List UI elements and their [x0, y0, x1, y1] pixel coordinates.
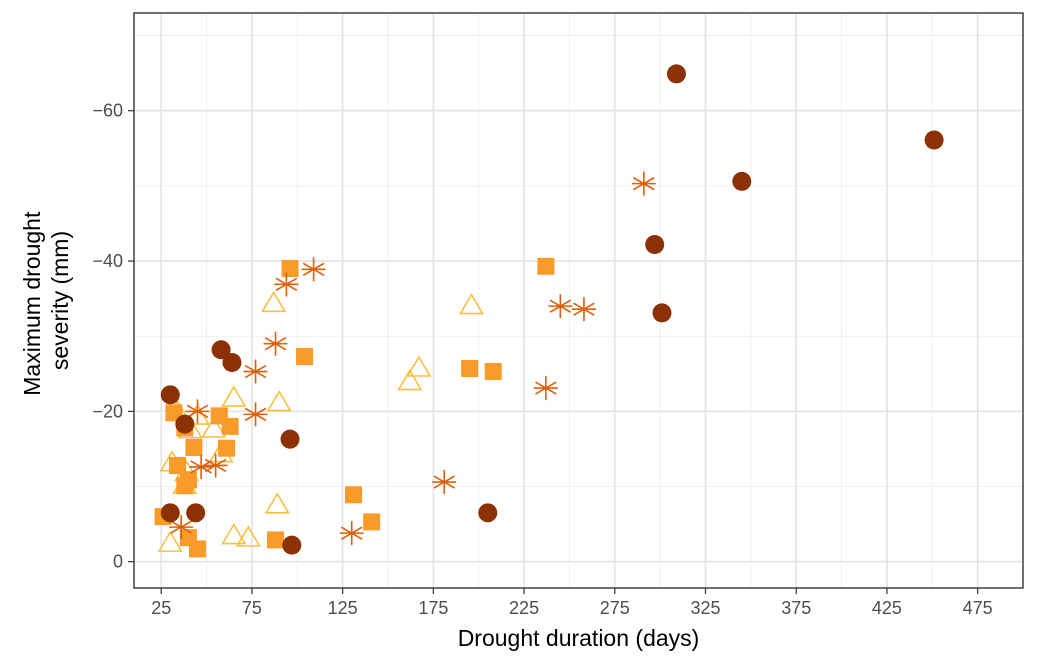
data-point [263, 331, 288, 356]
plot-panel-border [133, 12, 1024, 589]
data-point [924, 130, 944, 150]
series-asterisk [169, 171, 656, 546]
x-tick-label: 375 [781, 598, 811, 618]
data-point [461, 360, 479, 378]
x-tick-label: 325 [690, 598, 720, 618]
data-point [274, 272, 299, 297]
data-point [175, 414, 195, 434]
data-point [478, 503, 498, 523]
y-tick-label: −40 [92, 251, 123, 271]
data-point [281, 260, 299, 278]
data-point [537, 257, 555, 275]
data-point [186, 503, 206, 523]
data-point [432, 470, 457, 495]
data-point [548, 294, 573, 319]
data-point [176, 477, 194, 495]
y-tick-label: −20 [92, 401, 123, 421]
data-point [218, 439, 236, 457]
data-point [169, 456, 187, 474]
y-axis-title: Maximum drought severity (mm) [19, 205, 73, 395]
data-point [339, 521, 364, 546]
data-point [458, 293, 485, 315]
data-point [397, 368, 423, 391]
x-axis-title: Drought duration (days) [458, 625, 700, 651]
data-point [235, 525, 261, 547]
y-axis-title-line-1: Maximum drought [19, 211, 45, 396]
x-tick-label: 125 [328, 598, 358, 618]
data-point [280, 429, 300, 449]
data-point [221, 417, 239, 435]
data-point [533, 376, 558, 401]
data-point [157, 530, 183, 552]
data-points [154, 64, 944, 558]
x-tick-label: 75 [242, 598, 262, 618]
y-tick-label: 0 [113, 552, 123, 572]
x-tick-label: 475 [963, 598, 993, 618]
data-point [261, 290, 287, 313]
y-axis: 0 −20 −40 −60 [92, 101, 134, 572]
y-axis-title-line-2: severity (mm) [47, 231, 73, 370]
data-point [732, 171, 752, 191]
data-point [160, 385, 180, 405]
x-tick-label: 425 [872, 598, 902, 618]
y-tick-label: −60 [92, 101, 123, 121]
data-point [169, 515, 194, 540]
grid [134, 13, 1023, 588]
data-point [211, 340, 231, 360]
x-tick-label: 175 [418, 598, 448, 618]
data-point [203, 453, 228, 478]
series-filled-circle [160, 64, 944, 555]
data-point [179, 529, 197, 547]
data-point [631, 171, 656, 196]
data-point [345, 486, 363, 504]
data-point [222, 353, 242, 373]
data-point [266, 390, 292, 412]
data-point [282, 535, 302, 555]
data-point [652, 303, 672, 323]
data-point [165, 404, 183, 422]
data-point [645, 235, 665, 255]
data-point [160, 503, 180, 523]
data-point [189, 454, 214, 479]
x-tick-label: 225 [509, 598, 539, 618]
data-point [264, 492, 290, 514]
data-point [185, 399, 210, 424]
data-point [221, 523, 247, 545]
data-point [296, 347, 314, 365]
data-point [243, 359, 268, 384]
data-point [406, 355, 432, 377]
data-point [666, 64, 686, 84]
data-point [301, 257, 326, 282]
data-point [221, 385, 247, 407]
data-point [484, 363, 502, 381]
x-tick-label: 25 [151, 598, 171, 618]
data-point [267, 531, 285, 549]
data-point [363, 513, 381, 531]
x-axis: 25 75 125 175 225 275 325 375 425 475 [151, 588, 993, 618]
data-point [571, 297, 596, 322]
data-point [201, 416, 227, 438]
x-tick-label: 275 [600, 598, 630, 618]
data-point [185, 438, 203, 456]
data-point [243, 402, 268, 427]
